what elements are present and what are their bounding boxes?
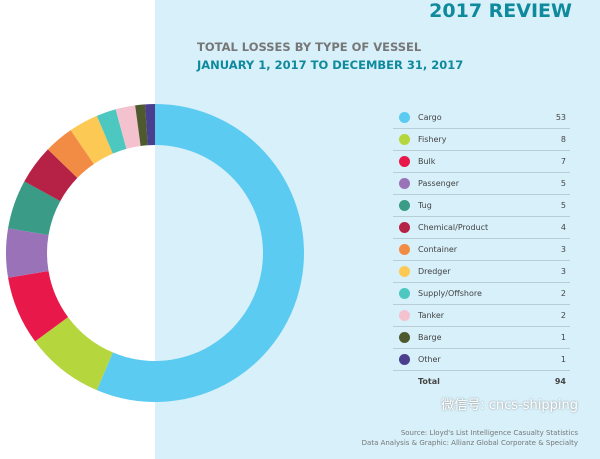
legend-value: 3: [560, 245, 566, 254]
legend-item: Dredger 3: [393, 261, 570, 283]
legend-swatch: [399, 288, 410, 299]
legend-item: Barge 1: [393, 327, 570, 349]
source-note: Source: Lloyd's List Intelligence Casual…: [362, 428, 578, 448]
slice-tanker: [115, 105, 141, 149]
total-label: Total: [418, 377, 440, 386]
legend-item: Tug 5: [393, 195, 570, 217]
legend-value: 5: [560, 201, 566, 210]
legend-swatch: [399, 200, 410, 211]
legend-value: 2: [560, 289, 566, 298]
slice-fishery: [35, 317, 113, 391]
chart-subtitle: JANUARY 1, 2017 TO DECEMBER 31, 2017: [197, 58, 464, 72]
legend-label: Tanker: [418, 311, 445, 320]
watermark: 微信号: cncs-shipping: [441, 398, 578, 413]
legend-swatch: [399, 266, 410, 277]
legend-label: Passenger: [418, 179, 459, 188]
slice-container: [47, 130, 94, 178]
slice-dredger: [70, 115, 113, 164]
legend-item: Other 1: [393, 349, 570, 371]
legend-swatch: [399, 244, 410, 255]
legend-item: Supply/Offshore 2: [393, 283, 570, 305]
legend-value: 3: [560, 267, 566, 276]
legend-value: 1: [560, 333, 566, 342]
slice-other: [145, 104, 155, 146]
legend-swatch: [399, 354, 410, 365]
chart-title: TOTAL LOSSES BY TYPE OF VESSEL: [197, 40, 422, 54]
legend-total: Total 94: [393, 371, 570, 392]
legend-label: Tug: [418, 201, 432, 210]
legend-item: Container 3: [393, 239, 570, 261]
legend-label: Container: [418, 245, 458, 254]
slice-barge: [135, 104, 148, 146]
slice-chemical-product: [24, 149, 78, 202]
legend-swatch: [399, 310, 410, 321]
legend-swatch: [399, 222, 410, 233]
slice-bulk: [8, 270, 69, 342]
legend-swatch: [399, 112, 410, 123]
legend-value: 2: [560, 311, 566, 320]
legend-item: Bulk 7: [393, 151, 570, 173]
legend-item: Cargo 53: [393, 107, 570, 129]
source-text: Source: Lloyd's List Intelligence Casual…: [400, 429, 578, 437]
legend-item: Passenger 5: [393, 173, 570, 195]
legend-value: 1: [560, 355, 566, 364]
legend-swatch: [399, 156, 410, 167]
legend-label: Barge: [418, 333, 442, 342]
legend-value: 53: [555, 113, 566, 122]
legend-value: 7: [560, 157, 566, 166]
legend-value: 4: [560, 223, 566, 232]
legend-value: 8: [560, 135, 566, 144]
legend-swatch: [399, 332, 410, 343]
legend: Cargo 53 Fishery 8 Bulk 7 Passenger 5 Tug 5 Chemic…: [393, 107, 570, 392]
legend-label: Dredger: [418, 267, 451, 276]
slice-cargo: [96, 104, 305, 402]
legend-label: Bulk: [418, 157, 436, 166]
report-title: 2017 REVIEW: [429, 0, 572, 22]
legend-swatch: [399, 134, 410, 145]
legend-item: Fishery 8: [393, 129, 570, 151]
analysis-text: Data Analysis & Graphic: Allianz Global …: [361, 439, 578, 447]
background-panel: [155, 0, 600, 459]
legend-label: Supply/Offshore: [418, 289, 482, 298]
slice-passenger: [5, 228, 49, 278]
slice-tug: [8, 181, 61, 236]
legend-label: Fishery: [418, 135, 447, 144]
legend-label: Other: [418, 355, 441, 364]
legend-value: 5: [560, 179, 566, 188]
legend-label: Chemical/Product: [418, 223, 489, 232]
legend-label: Cargo: [418, 113, 442, 122]
legend-item: Tanker 2: [393, 305, 570, 327]
slice-supply-offshore: [96, 109, 127, 154]
total-value: 94: [554, 377, 566, 386]
legend-item: Chemical/Product 4: [393, 217, 570, 239]
legend-swatch: [399, 178, 410, 189]
